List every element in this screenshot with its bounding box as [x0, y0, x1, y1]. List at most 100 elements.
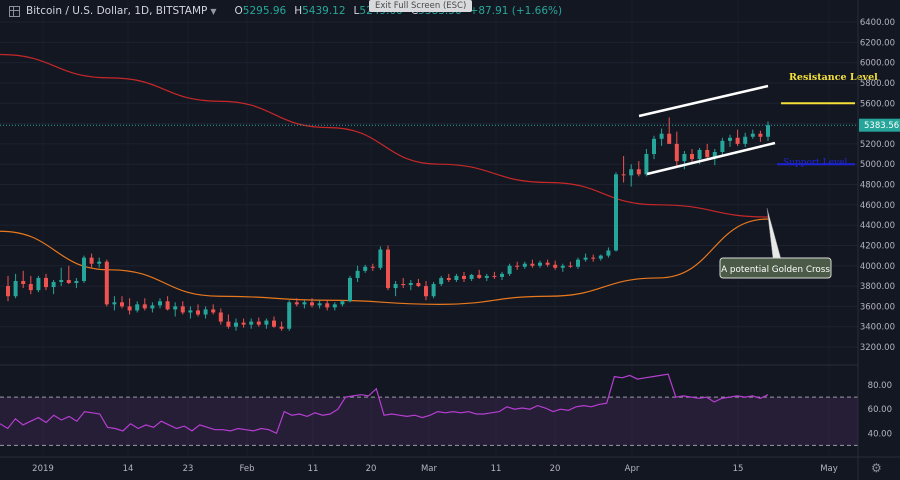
rsi-tick-label: 40.00 — [868, 429, 892, 439]
candle-body — [674, 143, 679, 162]
candle-body — [446, 277, 451, 280]
candle-body — [583, 257, 588, 260]
candle-body — [188, 310, 193, 313]
candle-body — [279, 326, 284, 329]
candle-body — [667, 133, 672, 144]
candle-body — [484, 275, 489, 278]
price-tick-label: 3600.00 — [860, 302, 895, 312]
candle-body — [591, 257, 596, 259]
candle-body — [477, 274, 482, 278]
time-tick-label: 20 — [550, 464, 561, 474]
candle-body — [750, 133, 755, 137]
candle-body — [264, 320, 269, 325]
candle-body — [196, 310, 200, 315]
candle-body — [522, 263, 527, 267]
symbol-title[interactable]: Bitcoin / U.S. Dollar, 1D, BITSTAMP — [26, 5, 208, 17]
candle-body — [287, 302, 292, 329]
candle-body — [180, 306, 185, 313]
expand-icon[interactable] — [9, 5, 20, 17]
candle-body — [408, 283, 413, 286]
chart-header: Bitcoin / U.S. Dollar, 1D, BITSTAMP ▼ O5… — [0, 3, 562, 19]
candle-body — [659, 133, 664, 139]
candle-body — [705, 149, 710, 158]
time-tick-label: Feb — [239, 464, 254, 474]
candle-body — [386, 249, 390, 289]
candle-body — [104, 261, 109, 305]
price-tick-label: 6400.00 — [860, 18, 895, 28]
candle-body — [545, 262, 550, 265]
rsi-line — [0, 373, 769, 435]
candle-body — [690, 154, 694, 160]
candle-body — [401, 284, 406, 286]
candle-body — [165, 301, 170, 310]
rsi-tick-label: 80.00 — [868, 381, 892, 391]
gear-icon[interactable]: ⚙ — [871, 461, 882, 475]
candle-body — [568, 265, 573, 267]
candle-body — [203, 309, 208, 315]
time-tick-label: 11 — [491, 464, 502, 474]
candle-body — [51, 282, 56, 288]
candle-body — [538, 262, 542, 266]
open-value: 5295.96 — [242, 5, 287, 17]
candle-body — [13, 280, 18, 297]
price-tick-label: 4000.00 — [860, 262, 895, 272]
candle-body — [21, 280, 26, 285]
candle-body — [553, 264, 558, 268]
candle-body — [728, 137, 732, 141]
candle-body — [621, 174, 626, 176]
price-tick-label: 5000.00 — [860, 160, 895, 170]
candle-body — [355, 270, 360, 278]
candle-body — [142, 304, 147, 309]
candle-body — [294, 302, 299, 305]
candle-body — [127, 306, 132, 311]
candle-body — [462, 275, 466, 279]
time-tick-label: 15 — [733, 464, 744, 474]
candle-body — [74, 280, 79, 284]
time-axis: 2019 14 23 Feb 11 20 Mar 11 20 Apr 15 May — [32, 464, 838, 474]
ma-long — [0, 53, 769, 218]
price-tick-label: 3400.00 — [860, 323, 895, 333]
ma-short-line — [0, 218, 769, 305]
candle-body — [150, 305, 155, 309]
candle-body — [682, 154, 687, 162]
time-tick-label: 2019 — [32, 464, 54, 474]
candle-body — [439, 277, 444, 285]
resistance-label: Resistance Level — [789, 72, 878, 83]
candle-body — [431, 284, 436, 297]
candle-body — [348, 277, 352, 302]
price-axis: 6400.006200.006000.005800.005600.005400.… — [860, 18, 895, 353]
ma-short — [0, 218, 769, 305]
candle-body — [378, 249, 383, 268]
candle-body — [218, 312, 223, 322]
candle-body — [317, 303, 322, 306]
candle-body — [82, 257, 86, 281]
candle-body — [576, 259, 580, 267]
time-tick-label: 11 — [308, 464, 319, 474]
candle-body — [652, 138, 656, 155]
time-tick-label: May — [820, 464, 838, 474]
candle-body — [97, 261, 102, 264]
ma-long-line — [0, 53, 769, 218]
candle-body — [120, 302, 124, 307]
support-label: Support Level — [783, 158, 847, 168]
candle-body — [393, 284, 398, 289]
candle-body — [758, 133, 763, 137]
chevron-down-icon[interactable]: ▼ — [210, 6, 217, 16]
last-price-value: 5383.56 — [864, 121, 899, 131]
high-value: 5439.12 — [302, 5, 346, 17]
chart-grid — [0, 21, 858, 348]
candle-body — [6, 286, 10, 297]
candle-body — [66, 279, 71, 284]
candle-body — [249, 321, 254, 325]
price-tick-label: 6000.00 — [860, 59, 895, 69]
channel-lower-line — [646, 141, 776, 176]
candle-body — [340, 301, 345, 305]
candle-body — [636, 169, 641, 175]
candle-body — [241, 322, 246, 325]
time-tick-label: 23 — [183, 464, 194, 474]
candle-body — [112, 302, 117, 305]
rsi-axis: 80.00 60.00 40.00 — [868, 381, 892, 439]
candle-body — [234, 322, 238, 327]
time-tick-label: 20 — [366, 464, 377, 474]
